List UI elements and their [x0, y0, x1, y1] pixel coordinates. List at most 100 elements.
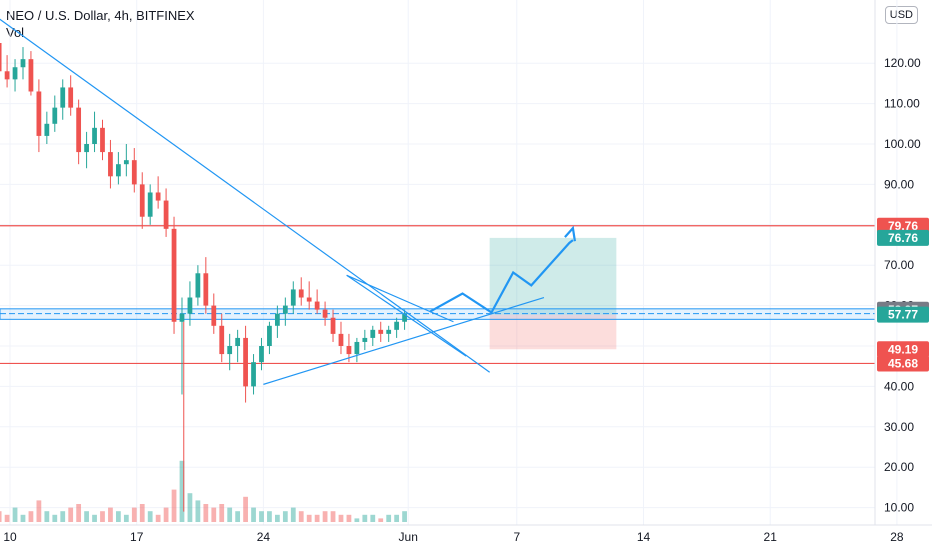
candle-body	[116, 164, 121, 177]
volume-bar	[187, 493, 193, 522]
candle-body	[274, 313, 280, 326]
time-axis[interactable]: 10 17 24 Jun 7 14 21 28	[3, 530, 904, 544]
wedge-upper-line[interactable]	[346, 274, 467, 357]
volume-bar	[235, 511, 241, 522]
price-tag-label: 79.76	[888, 219, 918, 233]
volume-bar	[338, 514, 344, 522]
candle-body	[108, 152, 113, 177]
projection-path[interactable]	[429, 239, 574, 315]
candle-body	[179, 313, 185, 322]
volume-bar	[163, 507, 169, 522]
candle-body	[298, 289, 304, 298]
volume-bar	[314, 514, 320, 522]
candle-body	[346, 346, 352, 355]
candle-body	[251, 362, 256, 387]
price-tick-label: 10.00	[884, 501, 914, 515]
descending-trendline[interactable]	[0, 18, 491, 373]
volume-bar	[123, 514, 129, 522]
candle-body	[20, 59, 26, 68]
trend-drawings[interactable]	[0, 18, 576, 385]
zones	[0, 237, 876, 350]
candle-body	[28, 59, 34, 92]
candle-body	[195, 273, 201, 298]
time-tick-label: 24	[257, 530, 271, 544]
candle-body	[330, 317, 336, 334]
price-tag-label: 76.76	[888, 231, 918, 245]
price-tag-label: 57.77	[888, 308, 918, 322]
candle-body	[155, 192, 161, 201]
volume-bars	[0, 460, 407, 522]
candles	[0, 43, 407, 512]
target-zone[interactable]	[489, 237, 617, 315]
price-tag	[877, 355, 929, 372]
volume-bar	[20, 514, 26, 522]
horizontal-levels[interactable]	[0, 225, 875, 365]
price-tick-label: 20.00	[884, 460, 914, 474]
price-tag-label: 45.68	[888, 356, 918, 370]
volume-bar	[354, 518, 360, 522]
candle-body	[100, 127, 105, 153]
volume-bar	[322, 511, 328, 522]
price-tick-label: 90.00	[884, 177, 914, 191]
volume-bar	[251, 507, 256, 522]
volume-bar	[378, 518, 384, 522]
candle-body	[203, 273, 209, 306]
candle-body	[36, 91, 42, 136]
wedge-inner-line[interactable]	[346, 274, 454, 323]
volume-bar	[362, 514, 368, 522]
volume-bar	[100, 511, 105, 522]
time-tick-label: 14	[637, 530, 651, 544]
volume-bar	[0, 511, 2, 522]
volume-bar	[4, 514, 10, 522]
candle-body	[267, 325, 272, 346]
price-tick-label: 120.00	[884, 56, 921, 70]
candle-body	[314, 301, 320, 310]
price-tag	[877, 341, 929, 358]
volume-bar	[36, 500, 42, 522]
candle-body	[322, 309, 328, 318]
time-tick-label: 21	[764, 530, 778, 544]
price-tag	[877, 217, 929, 234]
candle-body	[139, 184, 145, 217]
volume-bar	[147, 511, 153, 522]
candle-body	[131, 160, 137, 185]
candle-body	[187, 297, 193, 314]
volume-bar	[195, 500, 201, 522]
time-tick-label: 10	[3, 530, 17, 544]
candle-body	[259, 346, 264, 363]
volume-bar	[394, 514, 400, 522]
candle-body	[354, 341, 360, 355]
volume-bar	[298, 511, 304, 522]
chart-title: NEO / U.S. Dollar, 4h, BITFINEX	[6, 8, 195, 23]
candle-body	[44, 123, 50, 136]
candle-body	[402, 313, 407, 322]
candle-body	[76, 107, 82, 153]
volume-bar	[44, 511, 50, 522]
candle-body	[370, 329, 376, 338]
price-axis[interactable]: 120.00110.00100.0090.0080.0070.0060.0050…	[884, 56, 921, 514]
candle-body	[282, 305, 288, 314]
candle-body	[386, 329, 392, 334]
volume-bar	[108, 507, 113, 522]
time-tick-label: 7	[513, 530, 520, 544]
currency-button[interactable]: USD	[884, 6, 918, 24]
volume-bar	[171, 489, 177, 522]
candle-body	[243, 337, 248, 387]
stop-zone[interactable]	[489, 314, 617, 350]
volume-bar	[60, 511, 66, 522]
volume-bar	[227, 507, 233, 522]
candle-body	[219, 325, 225, 355]
volume-bar	[402, 511, 407, 522]
volume-bar	[267, 511, 272, 522]
candle-body	[147, 192, 153, 217]
volume-indicator-label[interactable]: Vol	[6, 25, 25, 40]
time-tick-label: Jun	[399, 530, 418, 544]
time-tick-label: 17	[130, 530, 144, 544]
candle-body	[306, 297, 312, 302]
volume-bar	[116, 511, 121, 522]
price-tick-label: 40.00	[884, 379, 914, 393]
candle-body	[52, 107, 58, 124]
ascending-trendline[interactable]	[263, 296, 545, 385]
